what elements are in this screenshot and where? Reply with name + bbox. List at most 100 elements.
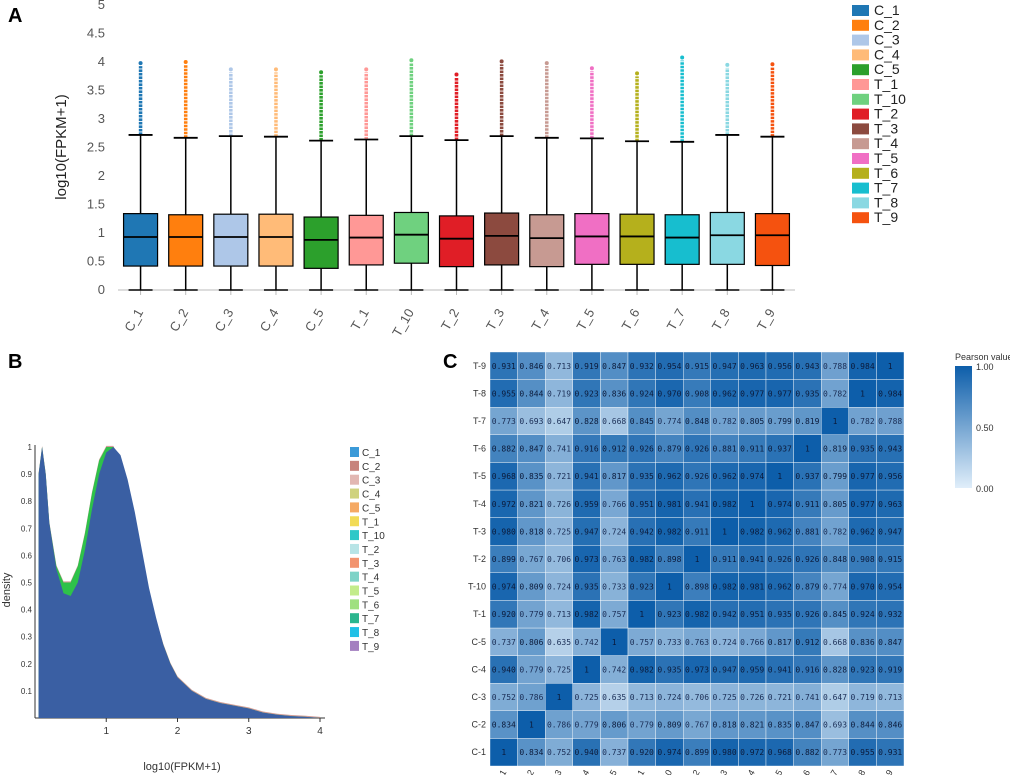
heatmap-cell-t-5-c-2: 0.835	[517, 462, 546, 491]
heatmap-cell-t-3-t-1: 0.942	[627, 517, 656, 546]
density-legend-item-c-4: C_4	[350, 488, 381, 501]
density-y-tick: 0.4	[21, 606, 33, 615]
heatmap-cell-fill	[738, 489, 767, 518]
heatmap-cell-value: 0.706	[547, 555, 571, 564]
heatmap-cell-fill	[489, 517, 518, 546]
outlier-max-t-4	[544, 61, 549, 66]
heatmap-cell-value: 0.972	[740, 748, 764, 757]
heatmap-cell-t-5-c-3: 0.721	[545, 462, 574, 491]
heatmap-cell-fill	[710, 489, 739, 518]
heatmap-cell-fill	[600, 738, 629, 767]
heatmap-cell-value: 0.898	[685, 583, 709, 592]
heatmap-cell-value: 0.782	[713, 417, 737, 426]
heatmap-cell-value: 0.974	[492, 583, 516, 592]
heatmap-cell-value: 0.940	[492, 665, 516, 674]
legend-swatch	[350, 640, 359, 651]
heatmap-cell-fill	[627, 489, 656, 518]
heatmap-col-label-t-5: T-5	[769, 768, 784, 775]
heatmap-cell-value: 1	[667, 583, 672, 592]
heatmap-cell-fill	[600, 545, 629, 574]
legend-label: C_3	[362, 476, 381, 487]
boxplot-y-tick: 3.5	[87, 83, 105, 98]
heatmap-cell-value: 0.962	[713, 389, 737, 398]
heatmap-cell-t-2-t-8: 0.908	[848, 545, 877, 574]
heatmap-cell-value: 0.713	[878, 693, 902, 702]
heatmap-cell-t-8-t-7: 0.782	[821, 379, 850, 408]
heatmap-cell-fill	[876, 545, 905, 574]
heatmap-cell-value: 1	[750, 500, 755, 509]
heatmap-cell-c-3-t-8: 0.719	[848, 683, 877, 712]
heatmap-cell-value: 0.806	[519, 638, 543, 647]
heatmap-cell-fill	[848, 351, 877, 380]
heatmap-cell-c-3-t-6: 0.741	[793, 683, 822, 712]
boxplot-y-tick: 1	[98, 225, 105, 240]
heatmap-cell-c-1-t-2: 0.899	[683, 738, 712, 767]
heatmap-cell-fill	[738, 710, 767, 739]
heatmap-cell-c-4-t-10: 0.935	[655, 655, 684, 684]
legend-swatch	[852, 64, 869, 76]
heatmap-cell-t-5-t-10: 0.962	[655, 462, 684, 491]
box-iqr-c-1	[122, 213, 159, 267]
heatmap-cell-value: 0.962	[713, 472, 737, 481]
legend-label: T_5	[874, 150, 898, 166]
heatmap-cell-fill	[876, 351, 905, 380]
heatmap-cell-fill	[710, 462, 739, 491]
outlier-max-c-5	[319, 70, 324, 75]
box-t-5	[574, 66, 610, 291]
heatmap-cell-value: 0.741	[547, 445, 571, 454]
heatmap-cell-fill	[545, 627, 574, 656]
heatmap-cell-fill	[545, 545, 574, 574]
heatmap-cell-value: 0.947	[713, 362, 737, 371]
heatmap-cell-fill	[600, 351, 629, 380]
heatmap-cell-c-3-t-4: 0.726	[738, 683, 767, 712]
heatmap-cell-fill	[683, 655, 712, 684]
legend-swatch	[852, 34, 869, 46]
density-panel: density log10(FPKM+1) 0.1 0.2 0.3 0.4 0.5 0.6…	[1, 443, 385, 773]
colorbar	[955, 366, 972, 488]
heatmap-cell-c-3-c-5: 0.635	[600, 683, 629, 712]
heatmap-cell-value: 0.805	[740, 417, 764, 426]
heatmap-cell-value: 0.926	[685, 445, 709, 454]
boxplot-x-tick-c-1: C_1	[121, 306, 146, 334]
heatmap-cell-t-6-t-9: 0.943	[876, 434, 905, 463]
heatmap-cell-fill	[765, 545, 794, 574]
heatmap-cell-value: 0.984	[851, 362, 875, 371]
box-iqr-t-5	[574, 213, 610, 265]
density-legend-item-t-8: T_8	[350, 627, 380, 639]
heatmap-cell-t-7-t-1: 0.845	[627, 407, 656, 436]
heatmap-cell-value: 1	[888, 362, 893, 371]
heatmap-cell-fill	[545, 683, 574, 712]
legend-label: C_1	[874, 2, 900, 18]
heatmap-cell-value: 1	[501, 748, 506, 757]
heatmap-cell-t-7-t-2: 0.848	[683, 407, 712, 436]
heatmap-cell-fill	[710, 710, 739, 739]
heatmap-cell-c-5-c-3: 0.635	[545, 627, 574, 656]
heatmap-cell-value: 0.926	[685, 472, 709, 481]
heatmap-cell-fill	[710, 407, 739, 436]
heatmap-cell-fill	[627, 627, 656, 656]
heatmap-cell-t-4-t-1: 0.951	[627, 489, 656, 518]
density-legend-item-t-1: T_1	[350, 516, 380, 528]
heatmap-cell-c-1-t-6: 0.882	[793, 738, 822, 767]
legend-swatch	[350, 599, 359, 610]
heatmap-cell-c-4-c-3: 0.725	[545, 655, 574, 684]
heatmap-cell-fill	[765, 627, 794, 656]
heatmap-cell-fill	[489, 710, 518, 739]
box-iqr-c-5	[303, 216, 339, 269]
outlier-max-t-8	[725, 62, 730, 67]
heatmap-cell-fill	[489, 683, 518, 712]
heatmap-cell-t-6-t-2: 0.926	[683, 434, 712, 463]
heatmap-cell-value: 0.757	[602, 610, 626, 619]
heatmap-cell-value: 0.725	[575, 693, 599, 702]
density-y-tick: 0.3	[21, 633, 33, 642]
box-iqr-t-7	[664, 214, 700, 265]
heatmap-cell-value: 0.937	[768, 445, 792, 454]
heatmap-cell-fill	[655, 655, 684, 684]
heatmap-row-label-c-1: C-1	[471, 747, 486, 757]
heatmap-cell-value: 0.951	[740, 610, 764, 619]
heatmap-cell-t-3-c-2: 0.818	[517, 517, 546, 546]
heatmap-cell-value: 0.819	[795, 417, 819, 426]
heatmap-cell-value: 0.970	[657, 389, 681, 398]
heatmap-cell-value: 0.845	[823, 610, 847, 619]
boxplot-x-tick-t-8: T_8	[709, 306, 733, 333]
